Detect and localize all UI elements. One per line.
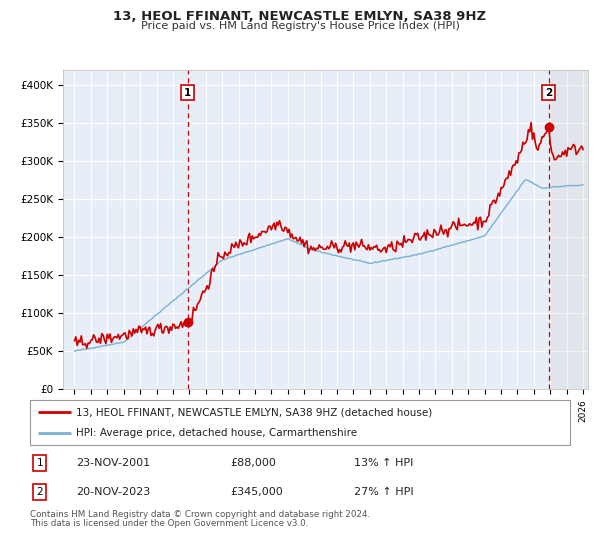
Text: Price paid vs. HM Land Registry's House Price Index (HPI): Price paid vs. HM Land Registry's House …	[140, 21, 460, 31]
Text: 23-NOV-2001: 23-NOV-2001	[76, 458, 150, 468]
Text: 27% ↑ HPI: 27% ↑ HPI	[354, 487, 413, 497]
Text: Contains HM Land Registry data © Crown copyright and database right 2024.: Contains HM Land Registry data © Crown c…	[30, 510, 370, 519]
Text: 20-NOV-2023: 20-NOV-2023	[76, 487, 150, 497]
Bar	[548, 70, 591, 389]
Text: £345,000: £345,000	[230, 487, 283, 497]
Text: 13, HEOL FFINANT, NEWCASTLE EMLYN, SA38 9HZ: 13, HEOL FFINANT, NEWCASTLE EMLYN, SA38 …	[113, 10, 487, 23]
Text: 1: 1	[184, 88, 191, 98]
Text: This data is licensed under the Open Government Licence v3.0.: This data is licensed under the Open Gov…	[30, 519, 308, 528]
Text: 13, HEOL FFINANT, NEWCASTLE EMLYN, SA38 9HZ (detached house): 13, HEOL FFINANT, NEWCASTLE EMLYN, SA38 …	[76, 408, 432, 418]
Text: £88,000: £88,000	[230, 458, 275, 468]
Text: 13% ↑ HPI: 13% ↑ HPI	[354, 458, 413, 468]
Text: HPI: Average price, detached house, Carmarthenshire: HPI: Average price, detached house, Carm…	[76, 428, 357, 438]
Text: 2: 2	[545, 88, 552, 98]
Text: 2: 2	[37, 487, 43, 497]
Text: 1: 1	[37, 458, 43, 468]
